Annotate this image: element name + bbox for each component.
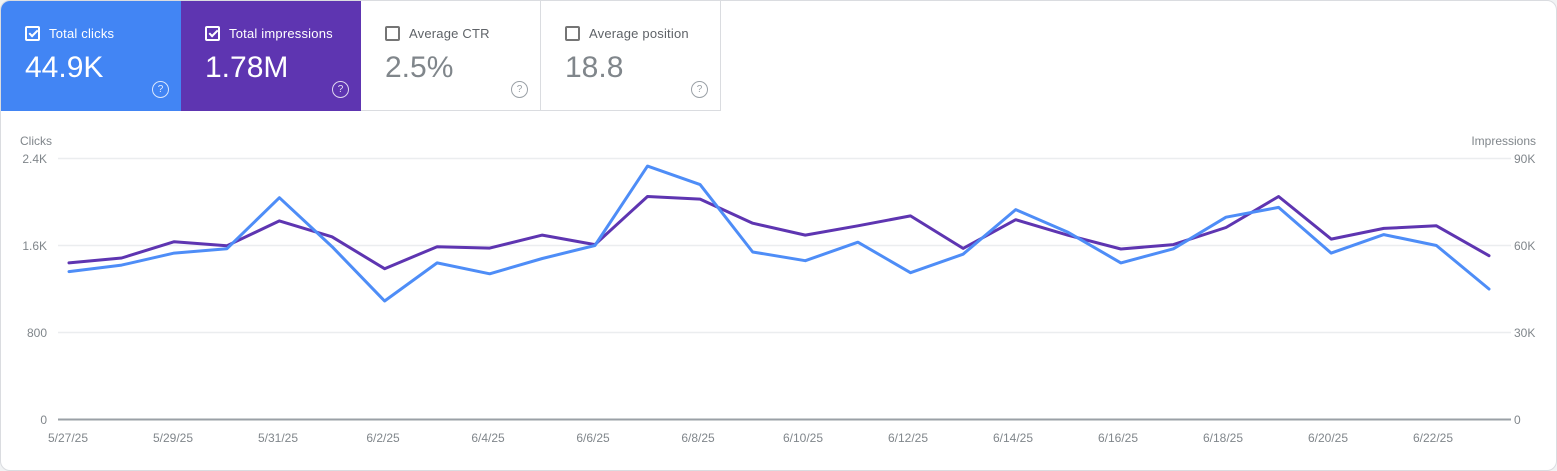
metric-card-total-clicks[interactable]: Total clicks 44.9K ? [1, 1, 181, 111]
average-ctr-checkbox[interactable] [385, 26, 400, 41]
metric-value: 1.78M [205, 51, 289, 84]
metric-label: Total clicks [49, 26, 115, 41]
average-position-checkbox[interactable] [565, 26, 580, 41]
metric-label: Total impressions [229, 26, 333, 41]
metric-value: 18.8 [565, 51, 624, 84]
total-clicks-checkbox[interactable] [25, 26, 40, 41]
metric-value: 2.5% [385, 51, 454, 84]
metric-card-average-position[interactable]: Average position 18.8 ? [541, 1, 721, 111]
help-icon[interactable]: ? [691, 81, 708, 98]
metric-card-total-impressions[interactable]: Total impressions 1.78M ? [181, 1, 361, 111]
help-icon[interactable]: ? [511, 81, 528, 98]
help-icon[interactable]: ? [152, 81, 169, 98]
metric-value: 44.9K [25, 51, 104, 84]
metric-label: Average position [589, 26, 689, 41]
metric-card-average-ctr[interactable]: Average CTR 2.5% ? [361, 1, 541, 111]
help-icon[interactable]: ? [332, 81, 349, 98]
total-impressions-checkbox[interactable] [205, 26, 220, 41]
metric-label: Average CTR [409, 26, 490, 41]
metric-cards-row: Total clicks 44.9K ? Total impressions 1… [1, 1, 721, 111]
clicks-line[interactable] [67, 164, 1491, 303]
